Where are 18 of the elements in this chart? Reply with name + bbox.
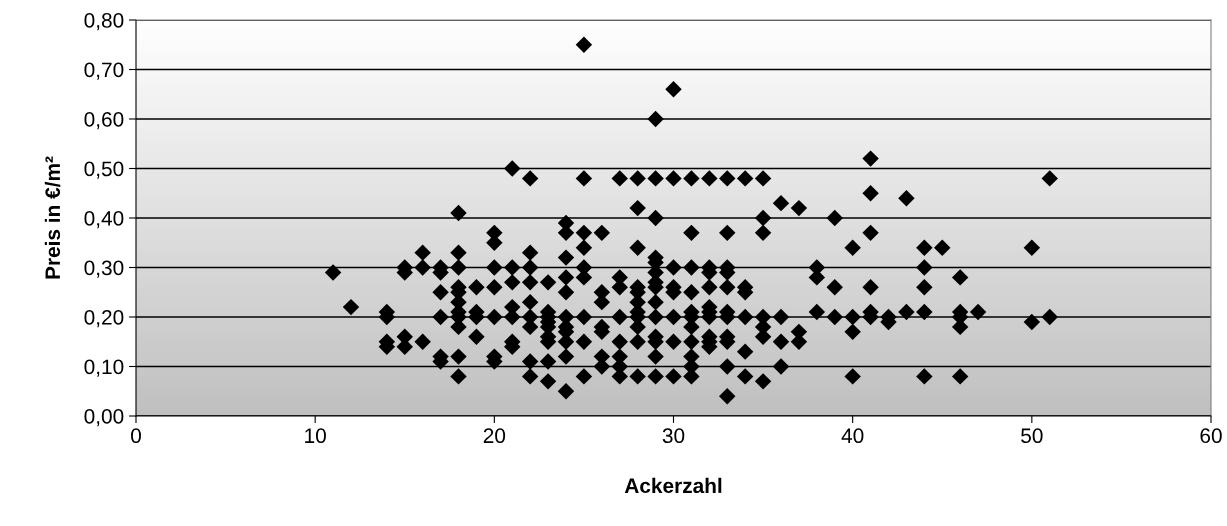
x-tick-label: 50 — [1021, 428, 1043, 444]
x-tick-label: 30 — [662, 428, 685, 444]
y-tick-label: 0,10 — [84, 359, 124, 377]
x-tick-label: 0 — [131, 428, 141, 444]
y-axis-title: Preis in €/m² — [44, 156, 61, 279]
y-tick-label: 0,50 — [84, 161, 124, 179]
x-tick-label: 60 — [1200, 428, 1222, 444]
x-axis-title: Ackerzahl — [624, 477, 722, 494]
x-tick-label: 40 — [841, 428, 864, 444]
y-tick-label: 0,40 — [84, 211, 124, 229]
y-tick-label: 0,30 — [84, 260, 124, 278]
y-tick-label: 0,80 — [84, 13, 124, 31]
y-tick-label: 0,00 — [84, 409, 124, 427]
x-tick-label: 20 — [483, 428, 506, 444]
x-tick-label: 10 — [305, 428, 326, 444]
y-tick-label: 0,20 — [84, 310, 124, 328]
y-tick-label: 0,70 — [84, 62, 124, 80]
y-tick-label: 0,60 — [84, 112, 124, 130]
